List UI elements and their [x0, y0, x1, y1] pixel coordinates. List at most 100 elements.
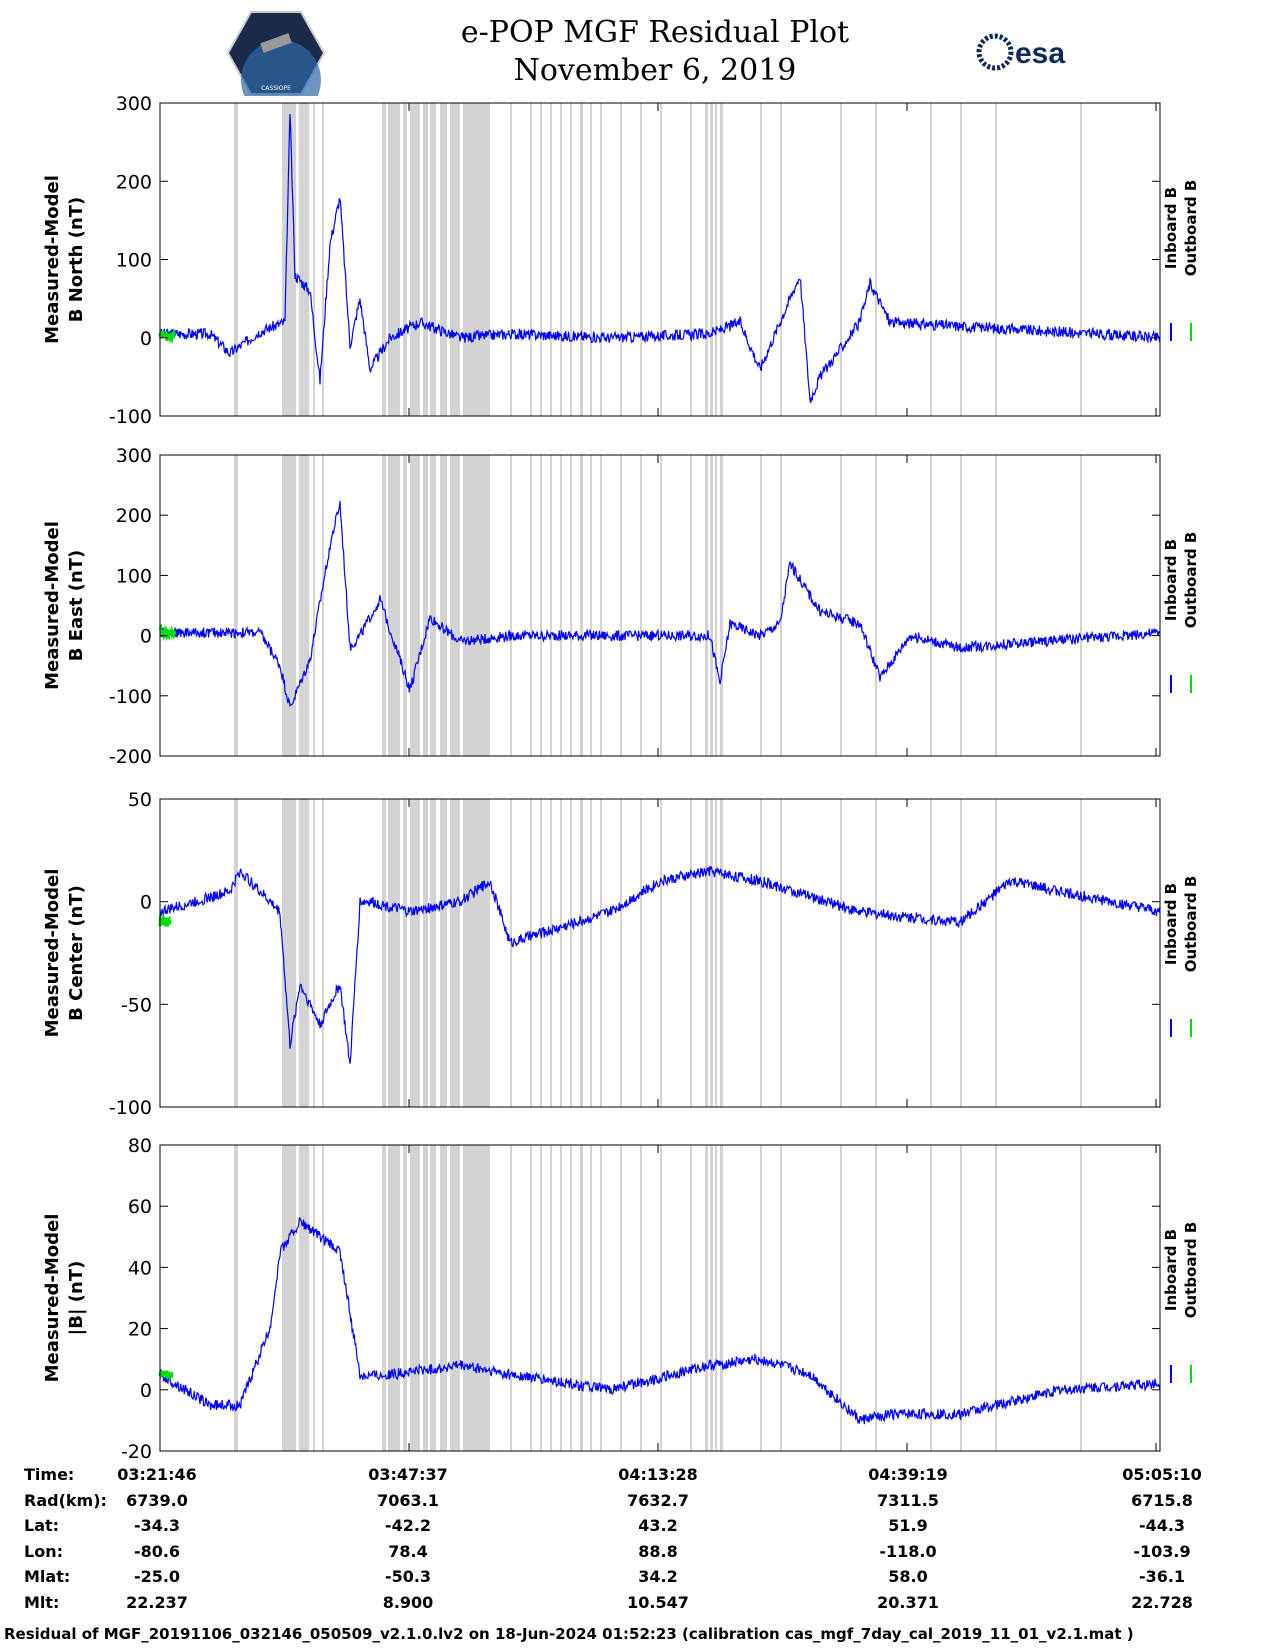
data-gap-band	[570, 103, 572, 416]
info-row-label: Mlt:	[24, 1592, 60, 1612]
data-gap-band	[960, 103, 962, 416]
info-cell: -118.0	[879, 1541, 937, 1561]
data-gap-band	[590, 1145, 592, 1451]
data-gap-band	[580, 455, 583, 756]
data-gap-band	[299, 1145, 309, 1451]
data-gap-band	[590, 455, 592, 756]
info-cell: 20.371	[877, 1592, 939, 1612]
y-tick-label: 0	[140, 1380, 152, 1402]
y-axis-label: |B| (nT)	[66, 1261, 87, 1336]
data-gap-band	[430, 103, 436, 416]
data-gap-band	[760, 455, 762, 756]
data-gap-band	[995, 455, 997, 756]
y-tick-label: 50	[128, 789, 152, 811]
info-cell: -25.0	[133, 1567, 181, 1586]
data-gap-band	[780, 455, 782, 756]
info-cell: 22.728	[1131, 1592, 1193, 1612]
data-gap-band	[234, 103, 238, 416]
data-gap-band	[313, 799, 315, 1107]
data-gap-band	[715, 455, 717, 756]
info-cell: 04:13:28	[618, 1465, 698, 1484]
data-gap-band	[600, 103, 602, 416]
data-gap-band	[995, 1145, 997, 1451]
data-gap-band	[705, 103, 708, 416]
data-gap-band	[430, 455, 436, 756]
data-gap-band	[580, 103, 583, 416]
data-gap-band	[299, 103, 309, 416]
data-gap-band	[410, 103, 420, 416]
series-line-inboard-b	[159, 114, 1161, 403]
data-gap-band	[463, 455, 490, 756]
legend-label: Inboard B	[1162, 883, 1180, 965]
esa-logo: esa	[976, 33, 1065, 71]
legend-label: Outboard B	[1182, 532, 1200, 629]
y-tick-label: 60	[128, 1196, 152, 1218]
info-cell: 03:21:46	[117, 1465, 197, 1484]
info-row-label: Lon:	[24, 1541, 63, 1561]
svg-text:esa: esa	[1015, 37, 1065, 70]
y-tick-label: 40	[128, 1257, 152, 1279]
data-gap-band	[382, 1145, 386, 1451]
y-tick-label: 20	[128, 1319, 152, 1341]
data-gap-band	[840, 1145, 842, 1451]
data-gap-band	[410, 1145, 420, 1451]
data-gap-band	[1080, 1145, 1082, 1451]
data-gap-band	[620, 799, 622, 1107]
footer-caption: Residual of MGF_20191106_032146_050509_v…	[4, 1625, 1134, 1643]
data-gap-band	[710, 103, 713, 416]
data-gap-band	[382, 455, 386, 756]
data-gap-band	[640, 799, 642, 1107]
data-gap-band	[313, 1145, 315, 1451]
data-gap-band	[550, 455, 552, 756]
data-gap-band	[930, 103, 932, 416]
data-gap-band	[600, 455, 602, 756]
data-gap-band	[570, 799, 572, 1107]
data-gap-band	[450, 455, 460, 756]
data-gap-band	[560, 103, 562, 416]
data-gap-band	[540, 799, 542, 1107]
data-gap-band	[760, 799, 762, 1107]
panel-3: 50 0 -50 -100 Measured-Model B Center (nT) Inb…	[42, 789, 1200, 1119]
data-gap-band	[423, 1145, 428, 1451]
data-gap-band	[282, 1145, 296, 1451]
data-gap-band	[530, 103, 532, 416]
y-tick-label: -100	[109, 1097, 152, 1119]
data-gap-band	[570, 1145, 572, 1451]
data-gap-band	[780, 799, 782, 1107]
y-axis-label: Measured-Model	[42, 521, 63, 690]
info-cell: 6715.8	[1131, 1490, 1193, 1510]
y-axis-label: Measured-Model	[42, 175, 63, 344]
info-row-label: Time:	[24, 1465, 75, 1484]
data-gap-band	[540, 455, 542, 756]
cassiope-logo: CASSIOPE	[226, 11, 326, 96]
data-gap-band	[403, 1145, 407, 1451]
data-gap-band	[440, 1145, 447, 1451]
info-cell: -103.9	[1133, 1541, 1191, 1561]
data-gap-band	[510, 455, 512, 756]
data-gap-band	[705, 455, 708, 756]
data-gap-band	[382, 103, 386, 416]
data-gap-band	[530, 1145, 532, 1451]
data-gap-band	[995, 799, 997, 1107]
legend-label: Outboard B	[1182, 1222, 1200, 1319]
data-gap-band	[463, 799, 490, 1107]
series-line-inboard-b	[159, 865, 1161, 1064]
data-gap-band	[875, 1145, 877, 1451]
data-gap-band	[463, 1145, 490, 1451]
data-gap-band	[299, 799, 309, 1107]
data-gap-band	[430, 799, 436, 1107]
info-cell: 05:05:10	[1122, 1465, 1202, 1484]
y-tick-label: -100	[109, 686, 152, 708]
data-gap-band	[388, 103, 400, 416]
data-gap-band	[660, 799, 662, 1107]
info-cell: -36.1	[1138, 1567, 1186, 1586]
data-gap-band	[590, 103, 592, 416]
data-gap-band	[930, 455, 932, 756]
data-gap-band	[382, 799, 386, 1107]
data-gap-band	[640, 103, 642, 416]
data-gap-band	[430, 1145, 436, 1451]
data-gap-band	[403, 103, 407, 416]
data-gap-band	[540, 1145, 542, 1451]
info-cell: -44.3	[1138, 1516, 1186, 1535]
y-axis-label: Measured-Model	[42, 869, 63, 1038]
